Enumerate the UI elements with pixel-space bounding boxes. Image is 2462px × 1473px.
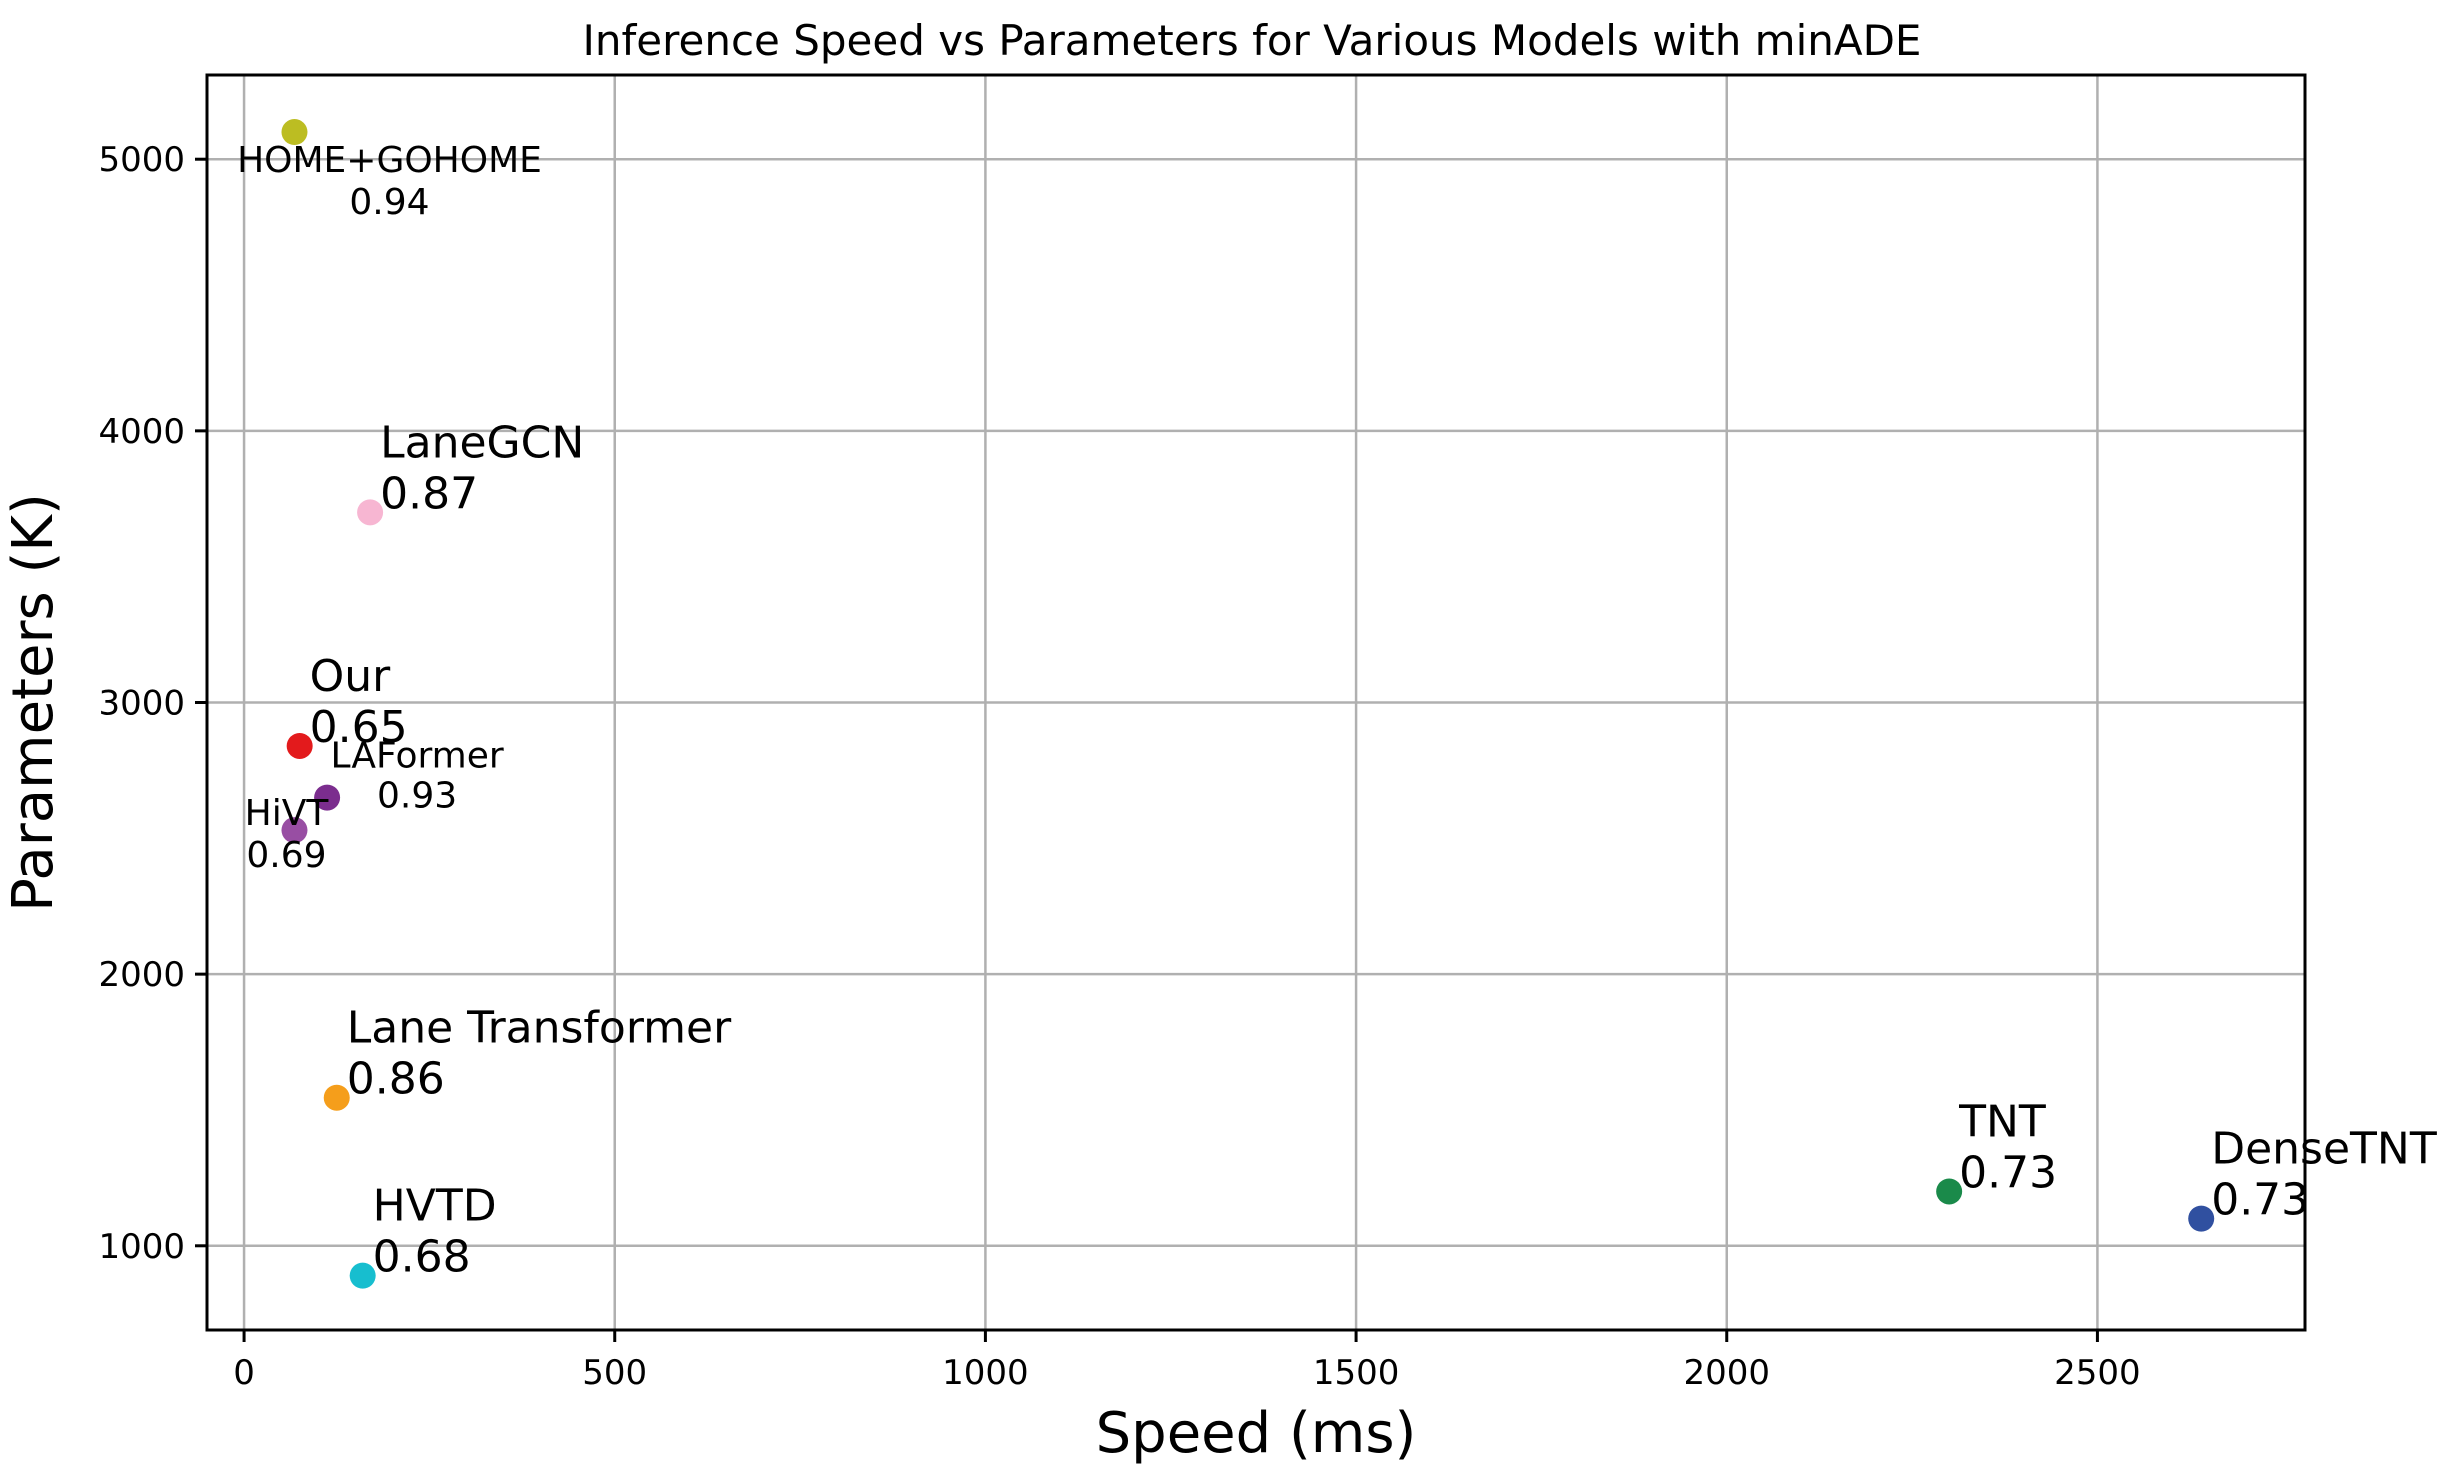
point-value-label: 0.87 [380, 468, 478, 519]
point-value-label: 0.68 [373, 1232, 471, 1283]
point-name-label: DenseTNT [2211, 1124, 2437, 1175]
x-axis-title: Speed (ms) [1096, 1401, 1417, 1466]
data-point [2188, 1205, 2215, 1232]
point-name-label: TNT [1958, 1096, 2046, 1147]
point-value-label: 0.73 [1959, 1147, 2057, 1198]
grid-lines [207, 75, 2305, 1330]
data-point [357, 499, 384, 526]
x-tick-label: 500 [582, 1353, 647, 1393]
point-value-label: 0.93 [377, 776, 457, 817]
point-name-label: HOME+GOHOME [237, 140, 542, 181]
x-tick-label: 2000 [1683, 1353, 1770, 1393]
y-axis-ticks: 1000 2000 3000 4000 5000 [98, 140, 207, 1267]
point-name-label: Our [310, 651, 392, 702]
y-tick-label: 2000 [98, 955, 185, 995]
y-tick-label: 1000 [98, 1227, 185, 1267]
point-value-label: 0.94 [349, 182, 429, 223]
point-value-label: 0.65 [310, 702, 408, 753]
x-tick-label: 0 [233, 1353, 255, 1393]
point-name-label: HiVT [245, 793, 330, 834]
chart-title: Inference Speed vs Parameters for Variou… [583, 16, 1922, 65]
y-axis-title: Parameters (K) [1, 493, 66, 912]
data-point [286, 732, 313, 759]
data-point [281, 119, 308, 146]
point-value-label: 0.69 [246, 835, 326, 876]
data-point [349, 1262, 376, 1289]
data-point [323, 1084, 350, 1111]
point-name-label: Lane Transformer [347, 1003, 732, 1054]
x-axis-ticks: 0 500 1000 1500 2000 2500 [233, 1330, 2141, 1393]
x-tick-label: 2500 [2054, 1353, 2141, 1393]
point-name-label: LAFormer [331, 736, 504, 777]
point-name-label: HVTD [373, 1181, 497, 1232]
y-tick-label: 5000 [98, 140, 185, 180]
plot-frame [205, 73, 2307, 1332]
data-point [1936, 1178, 1963, 1205]
data-point [314, 784, 341, 811]
y-tick-label: 3000 [98, 684, 185, 724]
x-tick-label: 1500 [1313, 1353, 1400, 1393]
data-point [281, 817, 308, 844]
y-tick-label: 4000 [98, 412, 185, 452]
point-name-label: LaneGCN [380, 417, 584, 468]
x-tick-label: 1000 [942, 1353, 1029, 1393]
point-value-label: 0.73 [2211, 1175, 2309, 1226]
point-value-label: 0.86 [347, 1054, 445, 1105]
